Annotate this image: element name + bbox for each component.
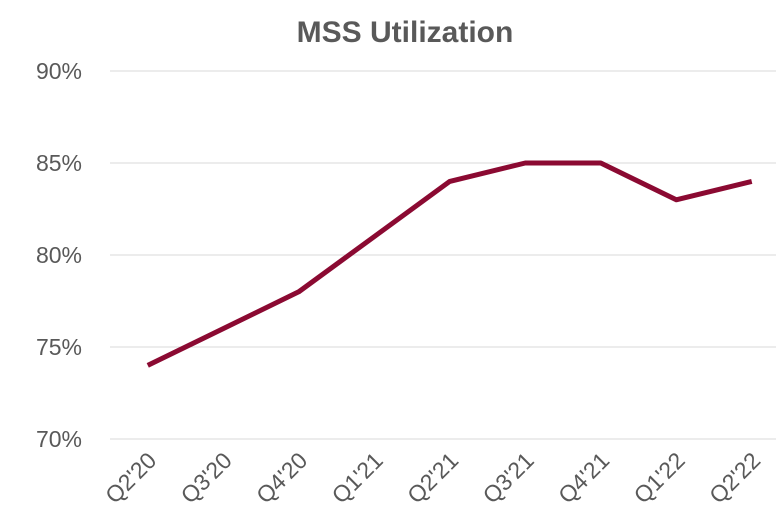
x-tick-label: Q3'20 (176, 447, 237, 508)
x-tick-label: Q4'20 (251, 447, 312, 508)
y-tick-label: 90% (36, 58, 82, 84)
x-tick-label: Q1'21 (327, 447, 388, 508)
x-tick-label: Q4'21 (553, 447, 614, 508)
chart-title: MSS Utilization (297, 16, 514, 49)
x-tick-label: Q3'21 (478, 447, 539, 508)
y-tick-label: 80% (36, 242, 82, 268)
y-tick-label: 75% (36, 334, 82, 360)
x-tick-label: Q2'22 (704, 447, 765, 508)
data-line (146, 160, 753, 368)
y-tick-label: 70% (36, 426, 82, 452)
x-tick-label: Q1'22 (629, 447, 690, 508)
y-tick-label: 85% (36, 150, 82, 176)
x-tick-label: Q2'20 (100, 447, 161, 508)
x-tick-label: Q2'21 (402, 447, 463, 508)
